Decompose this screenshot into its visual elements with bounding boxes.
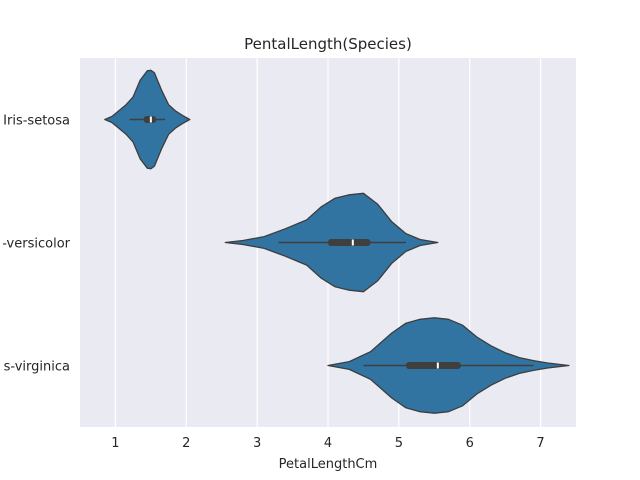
x-axis-label: PetalLengthCm <box>279 457 378 472</box>
violin-median <box>149 116 152 123</box>
y-tick-labels: Iris-setosa -versicolor s-virginica <box>2 114 70 375</box>
x-tick-label: 7 <box>536 436 544 451</box>
violin-median <box>436 362 439 369</box>
violin-iqr-box <box>328 239 371 246</box>
x-tick-label: 5 <box>395 436 403 451</box>
y-tick-label: -versicolor <box>2 237 70 252</box>
x-tick-label: 4 <box>324 436 332 451</box>
y-tick-label: Iris-setosa <box>3 114 70 129</box>
y-tick-label: s-virginica <box>4 360 70 375</box>
chart-title: PentalLength(Species) <box>244 35 412 53</box>
violin-iqr-box <box>405 362 461 369</box>
x-tick-label: 3 <box>253 436 261 451</box>
violin-median <box>351 239 354 246</box>
x-tick-label: 1 <box>111 436 119 451</box>
x-tick-label: 6 <box>466 436 474 451</box>
x-tick-label: 2 <box>182 436 190 451</box>
x-tick-labels: 1 2 3 4 5 6 7 <box>111 436 544 451</box>
violins <box>104 69 570 414</box>
